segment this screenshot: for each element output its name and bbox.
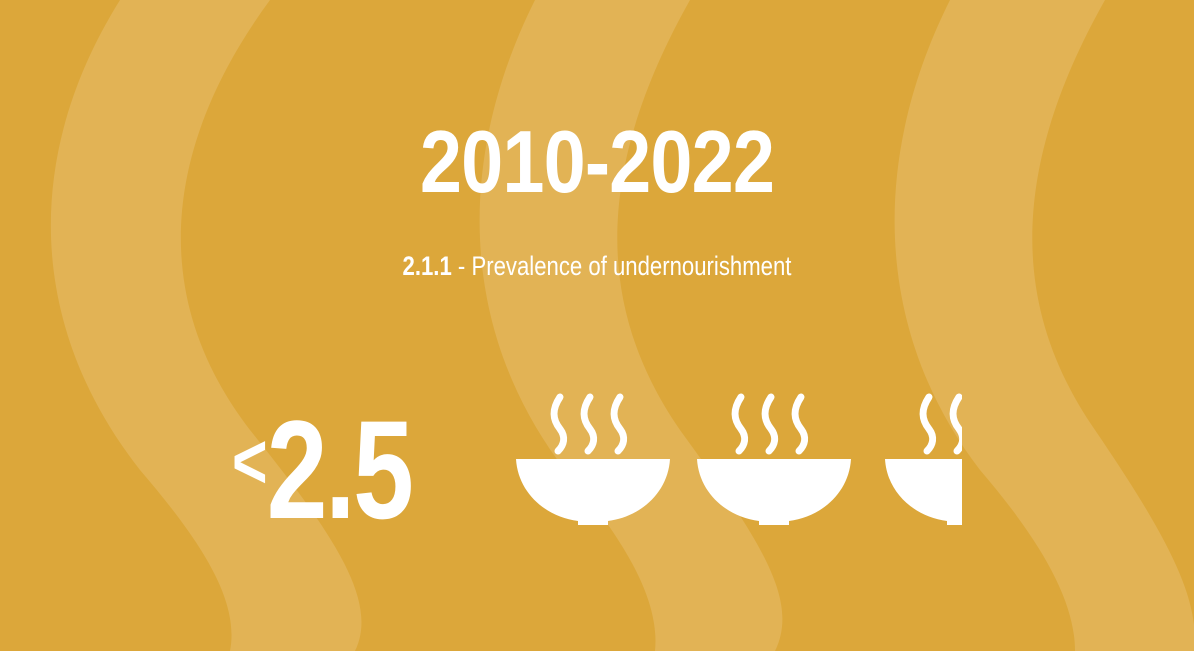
less-than-symbol: < [232, 417, 268, 505]
prevalence-value: <2.5 [232, 400, 414, 540]
indicator-code: 2.1.1 [402, 251, 452, 281]
period-heading: 2010-2022 [419, 112, 775, 211]
wave-band-3 [894, 0, 1194, 651]
prevalence-number: 2.5 [266, 391, 414, 548]
wave-band-1 [50, 0, 362, 651]
indicator-title: Prevalence of undernourishment [471, 251, 792, 281]
indicator-subtitle: 2.1.1 - Prevalence of undernourishment [107, 251, 1086, 282]
bowl-icon [885, 393, 962, 525]
wave-band-2 [479, 0, 783, 651]
bowl-icon-row [508, 385, 962, 535]
bowl-icon [697, 393, 851, 525]
bowl-icon [516, 393, 670, 525]
indicator-separator: - [451, 251, 472, 281]
